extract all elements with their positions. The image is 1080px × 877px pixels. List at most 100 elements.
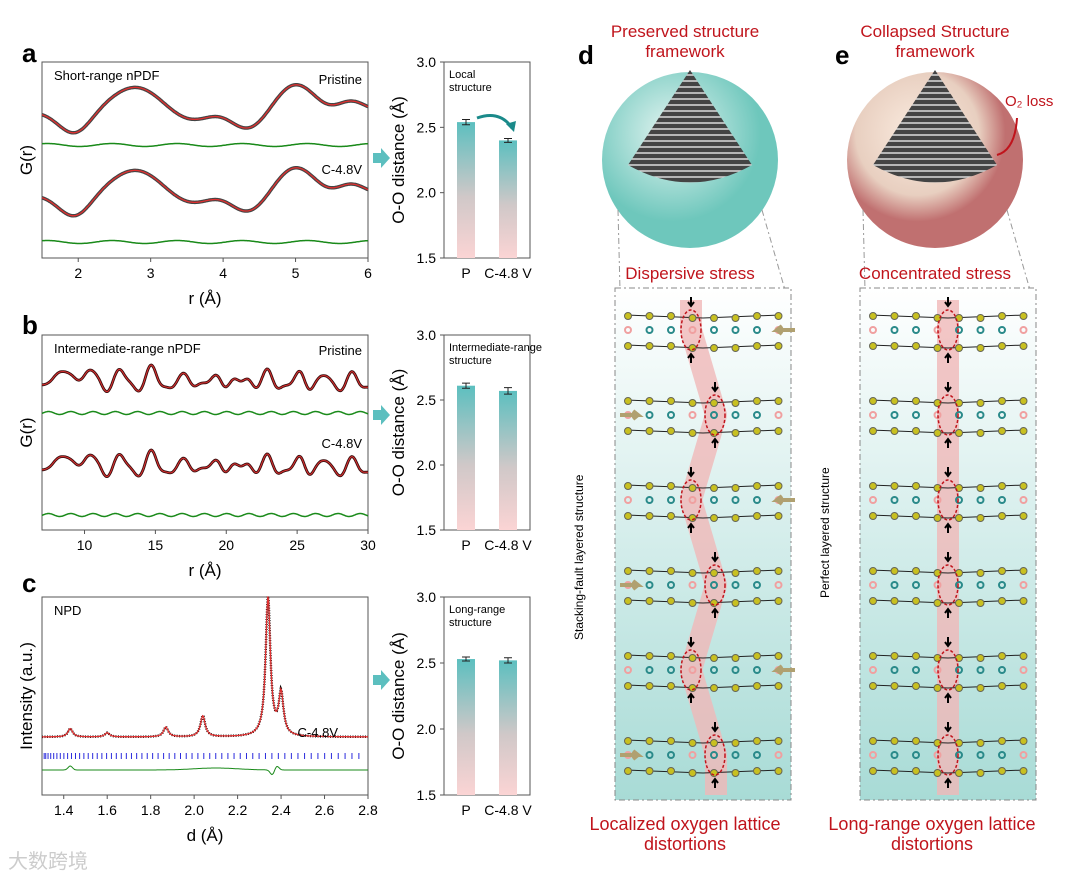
metal-atom <box>955 496 963 504</box>
metal-atom <box>998 326 1006 334</box>
oxygen-atom <box>998 767 1006 775</box>
x-axis-label: r (Å) <box>188 289 221 308</box>
bar-annotation: Local <box>449 69 475 81</box>
difference-curve <box>41 410 369 416</box>
oxygen-atom <box>912 512 920 520</box>
metal-atom <box>1019 751 1028 759</box>
metal-atom <box>890 581 899 589</box>
metal-atom <box>890 751 899 759</box>
oxygen-atom <box>998 482 1006 490</box>
oxygen-atom <box>869 737 877 745</box>
bar <box>457 385 475 530</box>
x-tick-label: 10 <box>77 537 93 553</box>
oxygen-atom <box>731 429 740 437</box>
metal-atom <box>955 326 963 334</box>
oxygen-atom <box>890 512 899 520</box>
metal-atom <box>645 581 654 589</box>
bar <box>499 390 517 530</box>
oxygen-atom <box>688 314 697 322</box>
oxygen-atom <box>1019 312 1028 320</box>
distortion-ellipse <box>704 394 726 436</box>
oxygen-atom <box>998 312 1006 320</box>
compression-arrow-icon <box>711 552 719 618</box>
y-tick-label: 2.0 <box>417 185 437 201</box>
plot-title: NPD <box>54 603 81 618</box>
metal-atom <box>688 666 697 674</box>
d-side-label: Stacking-fault layered structure <box>572 474 586 640</box>
category-label: P <box>461 265 470 281</box>
crystal-lattice-image <box>628 70 752 183</box>
x-tick-label: 2.2 <box>228 802 248 818</box>
o2-loss-arrow-icon <box>996 117 1018 156</box>
x-tick-label: 1.4 <box>54 802 74 818</box>
oxygen-atom <box>890 427 899 435</box>
oxygen-atom <box>731 654 740 662</box>
distortion-ellipse <box>680 479 702 521</box>
bar <box>499 660 517 795</box>
metal-atom <box>624 666 632 674</box>
oxygen-atom <box>890 737 899 745</box>
oxygen-atom <box>645 482 654 490</box>
e-side-label: Perfect layered structure <box>818 467 832 598</box>
oxygen-atom <box>955 599 963 607</box>
oxygen-atom <box>998 652 1006 660</box>
oxygen-atom <box>667 767 675 775</box>
fit-curve <box>41 364 368 393</box>
oxygen-atom <box>624 737 632 745</box>
metal-atom <box>645 751 654 759</box>
difference-curve <box>41 142 369 148</box>
oxygen-atom <box>1019 567 1028 575</box>
oxygen-atom <box>645 397 654 405</box>
y-tick-label: 3.0 <box>417 327 437 343</box>
x-tick-label: 2.6 <box>315 802 335 818</box>
oxygen-atom <box>912 342 920 350</box>
compression-arrow-icon <box>687 637 695 703</box>
oxygen-atom <box>753 312 761 320</box>
oxygen-atom <box>1019 397 1028 405</box>
compression-arrow-icon <box>711 722 719 788</box>
oxygen-atom <box>955 684 963 692</box>
oxygen-atom <box>1019 342 1028 350</box>
right-arrow-icon <box>373 405 390 425</box>
x-tick-label: 1.6 <box>97 802 117 818</box>
y-tick-label: 1.5 <box>417 522 437 538</box>
oxygen-atom <box>753 682 761 690</box>
metal-atom <box>955 411 963 419</box>
plot-frame-a <box>41 61 369 259</box>
oxygen-atom <box>667 597 675 605</box>
oxygen-atom <box>774 427 783 435</box>
oxygen-atom <box>869 342 877 350</box>
x-tick-label: 20 <box>218 537 234 553</box>
metal-atom <box>667 326 675 334</box>
charts-svg: 2 3 4 5 6 r (Å) G(r) Short-range nPDF Pristine C-… <box>17 54 542 845</box>
metal-atom <box>731 326 740 334</box>
oxygen-atom <box>645 767 654 775</box>
x-tick-label: 4 <box>219 265 227 281</box>
metal-atom <box>912 411 920 419</box>
right-arrow-icon <box>373 670 390 690</box>
compression-arrow-icon <box>944 297 952 363</box>
oxygen-atom <box>912 397 920 405</box>
oxygen-atom <box>624 427 632 435</box>
metal-atom <box>955 751 963 759</box>
oxygen-atom <box>753 567 761 575</box>
bar-annotation: structure <box>449 617 492 629</box>
metal-atom <box>710 411 718 419</box>
metal-atom <box>869 411 877 419</box>
metal-atom <box>998 581 1006 589</box>
oxygen-atom <box>933 344 942 352</box>
oxygen-atom <box>955 769 963 777</box>
oxygen-atom <box>710 514 718 522</box>
distortion-ellipse <box>937 564 959 606</box>
difference-curve <box>42 765 368 776</box>
distortion-ellipse <box>937 309 959 351</box>
metal-atom <box>753 326 761 334</box>
metal-atom <box>753 751 761 759</box>
metal-atom <box>753 496 761 504</box>
oxygen-atom <box>933 654 942 662</box>
y-axis-label: O-O distance (Å) <box>389 96 408 224</box>
metal-atom <box>667 411 675 419</box>
metal-atom <box>998 666 1006 674</box>
panel-label-b: b <box>22 310 38 340</box>
